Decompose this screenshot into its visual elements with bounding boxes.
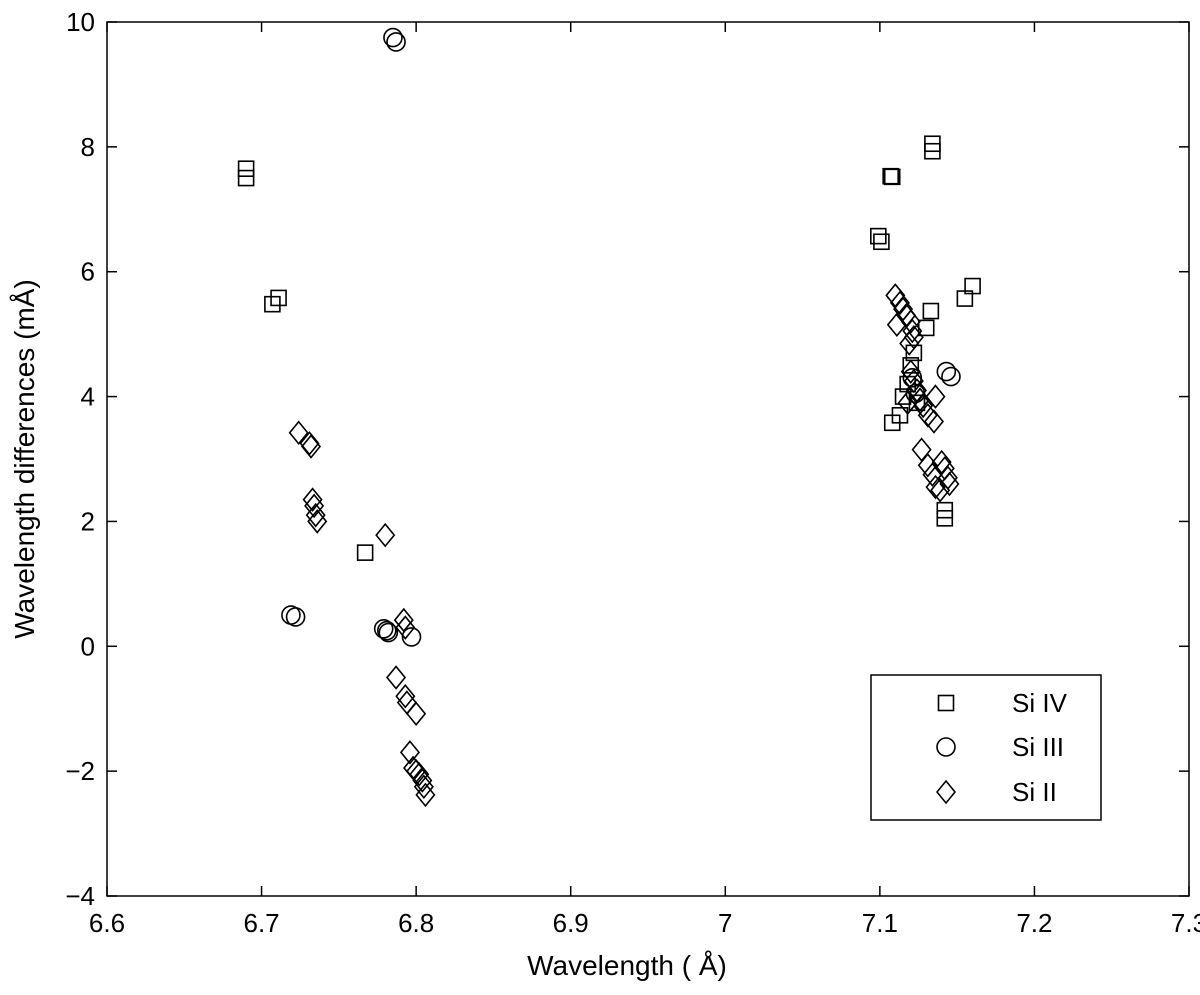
diamond-point (937, 465, 958, 490)
diamond-point (307, 509, 328, 534)
y-tick-label: 2 (81, 506, 95, 536)
diamond-point (375, 522, 396, 548)
diamond-point (900, 309, 921, 334)
x-tick-label: 6.8 (398, 908, 434, 938)
y-tick-label: 0 (81, 631, 95, 661)
x-tick-label: 7.3 (1171, 908, 1200, 938)
axes: 6.6 6.7 6.8 6.9 7 7.1 7.2 7.3 −4 −2 0 2 4 6 8 10 (65, 7, 1200, 938)
legend-entry-label: Si III (1012, 732, 1064, 762)
legend: Si IV Si III Si II (870, 674, 1102, 821)
diamond-point (399, 740, 420, 765)
diamond-point (903, 368, 924, 394)
diamond-point (288, 420, 309, 446)
square-point (891, 406, 909, 424)
x-tick-label: 6.6 (89, 908, 125, 938)
circle-point (285, 607, 306, 627)
diamond-point (302, 487, 323, 512)
x-tick-label: 7.2 (1016, 908, 1052, 938)
diamond-point (301, 434, 322, 459)
y-tick-label: 6 (81, 257, 95, 287)
x-tick-label: 6.7 (243, 908, 279, 938)
square-point (905, 344, 923, 362)
circle-point (376, 620, 397, 641)
diamond-point (925, 384, 946, 409)
diamond-point (304, 493, 325, 519)
square-point (924, 142, 941, 160)
circle-point (941, 366, 961, 387)
diamond-point (406, 701, 427, 726)
diamond-point (393, 607, 414, 633)
data-marks (237, 27, 981, 808)
circle-point (378, 622, 399, 643)
diamond-point (889, 290, 910, 316)
legend-diamond-marker (935, 779, 957, 805)
y-tick-label: −4 (65, 881, 95, 911)
square-point (956, 290, 974, 307)
legend-entry-label: Si II (1012, 777, 1057, 807)
y-tick-label: −2 (65, 756, 95, 786)
diamond-point (897, 390, 918, 416)
legend-circle-marker (936, 737, 956, 757)
y-axis-label: Wavelength differences (mÅ) (9, 279, 40, 639)
x-tick-label: 6.9 (553, 908, 589, 938)
diamond-point (412, 768, 433, 793)
square-point (883, 168, 901, 186)
legend-box (870, 674, 1102, 821)
diamond-point (415, 782, 436, 808)
circle-point (936, 361, 957, 382)
x-tick-label: 7 (718, 908, 732, 938)
diamond-point (395, 683, 416, 709)
circle-point (383, 27, 403, 48)
diamond-point (923, 409, 944, 434)
y-tick-label: 8 (81, 132, 95, 162)
diamond-point (899, 331, 920, 356)
square-point (922, 302, 940, 320)
x-tick-label: 7.1 (862, 908, 898, 938)
diamond-point (395, 615, 416, 640)
diamond-point (386, 665, 407, 690)
y-tick-label: 10 (66, 7, 95, 37)
square-point (873, 233, 890, 251)
square-point (264, 295, 281, 313)
diamond-point (939, 471, 960, 497)
legend-square-marker (937, 694, 955, 712)
series-si-ii (288, 283, 960, 808)
legend-entry-label: Si IV (1012, 688, 1068, 718)
square-point (356, 544, 374, 561)
square-point (270, 289, 287, 307)
x-axis-label: Wavelength ( Å) (527, 950, 727, 981)
diamond-point (900, 359, 921, 384)
diamond-point (902, 318, 923, 344)
circle-point (373, 619, 394, 639)
circle-point (401, 627, 422, 647)
diamond-point (413, 774, 434, 800)
y-tick-label: 4 (81, 382, 95, 412)
diamond-point (305, 502, 326, 528)
circle-point (386, 32, 406, 52)
square-point (936, 510, 954, 527)
square-point (237, 169, 255, 187)
diamond-point (409, 762, 430, 787)
square-point (870, 227, 887, 245)
square-point (237, 160, 255, 178)
